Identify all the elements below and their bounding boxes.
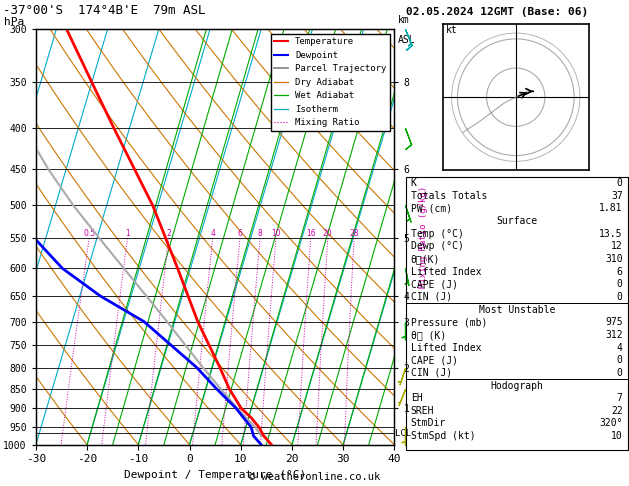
Text: 0: 0 bbox=[617, 355, 623, 365]
Text: 312: 312 bbox=[605, 330, 623, 340]
Text: θᴛ (K): θᴛ (K) bbox=[411, 330, 446, 340]
Text: 4: 4 bbox=[210, 229, 215, 238]
Text: Temp (°C): Temp (°C) bbox=[411, 228, 464, 239]
Text: 10: 10 bbox=[271, 229, 281, 238]
Text: CAPE (J): CAPE (J) bbox=[411, 279, 458, 289]
Text: StmSpd (kt): StmSpd (kt) bbox=[411, 431, 476, 441]
Text: Totals Totals: Totals Totals bbox=[411, 191, 487, 201]
Text: K: K bbox=[411, 178, 416, 188]
Text: 0: 0 bbox=[617, 279, 623, 289]
Text: ASL: ASL bbox=[398, 35, 416, 45]
Text: Most Unstable: Most Unstable bbox=[479, 305, 555, 314]
Text: CAPE (J): CAPE (J) bbox=[411, 355, 458, 365]
Text: hPa: hPa bbox=[4, 17, 24, 27]
Text: 975: 975 bbox=[605, 317, 623, 327]
Text: 37: 37 bbox=[611, 191, 623, 201]
Text: 8: 8 bbox=[258, 229, 262, 238]
Text: 0: 0 bbox=[617, 292, 623, 302]
Text: 310: 310 bbox=[605, 254, 623, 264]
Text: θᴛ(K): θᴛ(K) bbox=[411, 254, 440, 264]
Text: Mixing Ratio (g/kg): Mixing Ratio (g/kg) bbox=[418, 186, 428, 288]
Text: SREH: SREH bbox=[411, 406, 434, 416]
Text: CIN (J): CIN (J) bbox=[411, 292, 452, 302]
Text: Hodograph: Hodograph bbox=[490, 381, 543, 391]
Text: 0: 0 bbox=[617, 178, 623, 188]
Text: 20: 20 bbox=[323, 229, 333, 238]
Text: CIN (J): CIN (J) bbox=[411, 368, 452, 378]
Text: 10: 10 bbox=[611, 431, 623, 441]
Text: 2: 2 bbox=[166, 229, 171, 238]
Text: Lifted Index: Lifted Index bbox=[411, 343, 481, 352]
Text: 1: 1 bbox=[125, 229, 130, 238]
Text: 6: 6 bbox=[238, 229, 242, 238]
Text: 28: 28 bbox=[349, 229, 359, 238]
Text: 22: 22 bbox=[611, 406, 623, 416]
Text: 7: 7 bbox=[617, 393, 623, 403]
Text: 1.81: 1.81 bbox=[599, 203, 623, 213]
Text: © weatheronline.co.uk: © weatheronline.co.uk bbox=[249, 472, 380, 482]
Text: Surface: Surface bbox=[496, 216, 537, 226]
Text: PW (cm): PW (cm) bbox=[411, 203, 452, 213]
Text: 16: 16 bbox=[306, 229, 316, 238]
Text: StmDir: StmDir bbox=[411, 418, 446, 429]
Text: LCL: LCL bbox=[395, 429, 411, 437]
Text: km: km bbox=[398, 15, 409, 25]
X-axis label: Dewpoint / Temperature (°C): Dewpoint / Temperature (°C) bbox=[124, 470, 306, 480]
Text: 320°: 320° bbox=[599, 418, 623, 429]
Text: -37°00'S  174°4B'E  79m ASL: -37°00'S 174°4B'E 79m ASL bbox=[3, 4, 206, 17]
Text: 0: 0 bbox=[617, 368, 623, 378]
Text: kt: kt bbox=[446, 25, 457, 35]
Text: Pressure (mb): Pressure (mb) bbox=[411, 317, 487, 327]
Text: 6: 6 bbox=[617, 267, 623, 277]
Text: 02.05.2024 12GMT (Base: 06): 02.05.2024 12GMT (Base: 06) bbox=[406, 7, 588, 17]
Text: Lifted Index: Lifted Index bbox=[411, 267, 481, 277]
Text: 12: 12 bbox=[611, 241, 623, 251]
Text: 4: 4 bbox=[617, 343, 623, 352]
Text: Dewp (°C): Dewp (°C) bbox=[411, 241, 464, 251]
Legend: Temperature, Dewpoint, Parcel Trajectory, Dry Adiabat, Wet Adiabat, Isotherm, Mi: Temperature, Dewpoint, Parcel Trajectory… bbox=[270, 34, 390, 131]
Text: 13.5: 13.5 bbox=[599, 228, 623, 239]
Text: 0.5: 0.5 bbox=[83, 229, 95, 238]
Text: EH: EH bbox=[411, 393, 423, 403]
